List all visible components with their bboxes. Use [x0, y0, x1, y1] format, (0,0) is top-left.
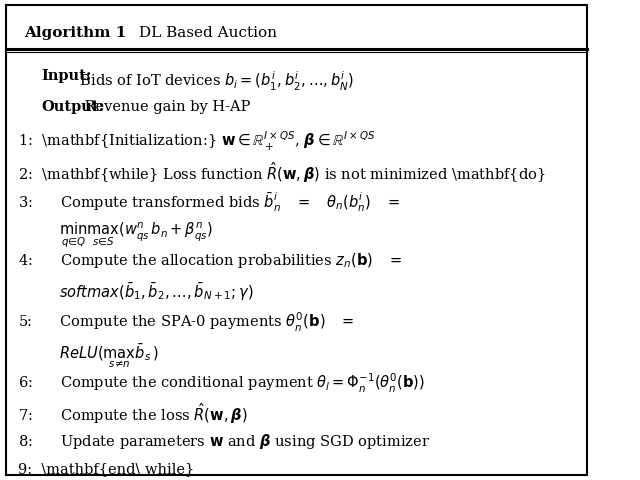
Text: 5:      Compute the SPA-0 payments $\theta_n^0(\mathbf{b}) \quad =$: 5: Compute the SPA-0 payments $\theta_n^… [18, 311, 355, 334]
Text: 1:  \mathbf{Initialization:} $\mathbf{w} \in \mathbb{R}_+^{I \times QS}$, $\bold: 1: \mathbf{Initialization:} $\mathbf{w} … [18, 130, 375, 153]
Text: Output:: Output: [42, 100, 105, 114]
Text: DL Based Auction: DL Based Auction [134, 26, 276, 40]
Text: Revenue gain by H-AP: Revenue gain by H-AP [80, 100, 250, 114]
Text: Input:: Input: [42, 70, 92, 84]
Text: 6:      Compute the conditional payment $\theta_l = \Phi_n^{-1}(\theta_n^0(\math: 6: Compute the conditional payment $\the… [18, 372, 425, 395]
Text: 2:  \mathbf{while} Loss function $\hat{R}(\mathbf{w}, \boldsymbol{\beta})$ is no: 2: \mathbf{while} Loss function $\hat{R}… [18, 160, 545, 185]
Text: 8:      Update parameters $\mathbf{w}$ and $\boldsymbol{\beta}$ using SGD optimi: 8: Update parameters $\mathbf{w}$ and $\… [18, 432, 430, 451]
Text: 4:      Compute the allocation probabilities $z_n(\mathbf{b}) \quad =$: 4: Compute the allocation probabilities … [18, 251, 402, 270]
Text: 9:  \mathbf{end\ while}: 9: \mathbf{end\ while} [18, 462, 194, 476]
Text: Bids of IoT devices $b_i = (b_1^i, b_2^i, \ldots, b_N^i)$: Bids of IoT devices $b_i = (b_1^i, b_2^i… [75, 70, 354, 93]
Text: $\min_{q\in Q} \max_{s\in S}(w_{qs}^n b_n + \beta_{qs}^n)$: $\min_{q\in Q} \max_{s\in S}(w_{qs}^n b_… [60, 220, 213, 250]
Text: $ReLU(\max_{s\neq n} \bar{b}_s)$: $ReLU(\max_{s\neq n} \bar{b}_s)$ [60, 341, 159, 370]
Text: 7:      Compute the loss $\hat{R}(\mathbf{w}, \boldsymbol{\beta})$: 7: Compute the loss $\hat{R}(\mathbf{w},… [18, 402, 247, 427]
Text: Algorithm 1: Algorithm 1 [24, 26, 126, 40]
Text: 3:      Compute transformed bids $\bar{b}_n^i \quad = \quad \theta_n(b_n^i) \qua: 3: Compute transformed bids $\bar{b}_n^i… [18, 190, 399, 214]
Text: $softmax(\bar{b}_1, \bar{b}_2, \ldots, \bar{b}_{N+1}; \gamma)$: $softmax(\bar{b}_1, \bar{b}_2, \ldots, \… [60, 281, 253, 303]
